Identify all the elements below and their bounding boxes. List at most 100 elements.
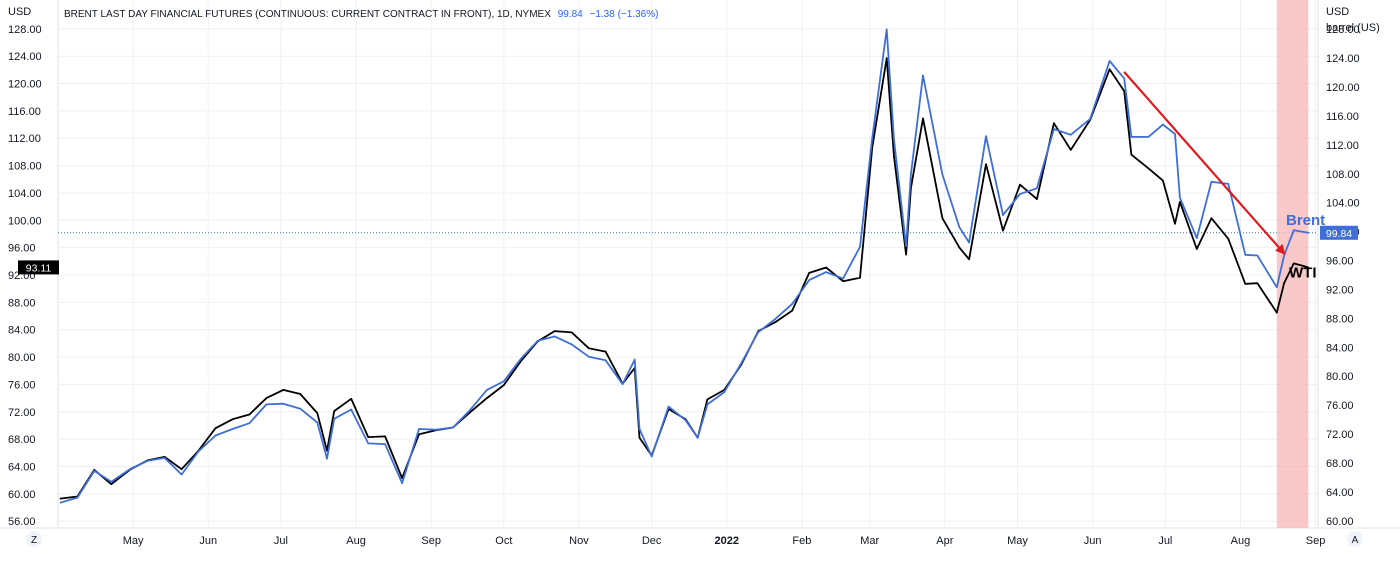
x-tick-label: Dec	[642, 535, 662, 547]
brent-series-line-point	[1276, 286, 1278, 289]
brent-series-line-point	[905, 245, 907, 247]
right-tick-label: 124.00	[1326, 53, 1360, 65]
wti-series-line-point	[326, 449, 328, 452]
brent-series-line-point	[650, 455, 653, 458]
brent-series-line-point	[1089, 118, 1091, 120]
auto-zoom-button-bg[interactable]	[26, 531, 42, 547]
right-tick-label: 68.00	[1326, 458, 1354, 470]
brent-series-line-point	[1130, 136, 1133, 138]
brent-series-line-point	[910, 173, 912, 176]
right-tick-label: 92.00	[1326, 284, 1354, 296]
wti-series-line-point	[231, 418, 234, 421]
left-tick-label: 56.00	[8, 516, 36, 528]
wti-series-line-point	[905, 253, 907, 256]
left-tick-label: 88.00	[8, 297, 36, 309]
brent-series-line-point	[326, 457, 328, 460]
brent-series-line-point	[1174, 133, 1176, 135]
wti-series-line-point	[1147, 167, 1150, 170]
left-price-badge-bg	[18, 260, 59, 275]
x-axis: May Jun Jul Aug Sep Oct Nov Dec 2022 Feb Mar Apr May…	[123, 535, 1326, 547]
x-tick-label: May	[1007, 535, 1028, 547]
brent-series-line-point	[316, 421, 319, 424]
wti-series-line-point	[808, 272, 810, 274]
brent-series-line-point	[723, 391, 726, 393]
left-tick-label: 112.00	[8, 133, 41, 145]
brent-series-line-point	[282, 402, 285, 405]
wti-series-line-point	[265, 397, 268, 399]
left-tick-label: 116.00	[8, 106, 41, 118]
annotation-layer: Brent WTI	[1123, 71, 1325, 281]
brent-series-line-point	[197, 450, 200, 453]
x-tick-label: Jun	[1084, 535, 1102, 547]
brent-series-line-point	[757, 331, 760, 333]
wti-series-line-point	[110, 483, 113, 486]
right-unit-label-2: barrel (US)	[1326, 22, 1380, 34]
wti-series-line-point	[1283, 282, 1285, 285]
auto-scale-button[interactable]: A	[1347, 531, 1363, 547]
wti-series-line-point	[1227, 238, 1230, 240]
brent-series-line-point	[958, 226, 961, 229]
right-tick-label: 64.00	[1326, 487, 1354, 499]
brent-series-line-point	[418, 428, 420, 430]
brent-series-line-point	[435, 428, 437, 431]
brent-series-line-point	[350, 408, 353, 411]
x-tick-label: Sep	[421, 535, 441, 547]
wti-series-line-point	[570, 331, 573, 334]
brent-series-line-point	[1256, 254, 1259, 257]
wti-series-line-point	[885, 57, 888, 59]
brent-series-line-point	[633, 358, 636, 361]
brent-series-line-point	[384, 443, 386, 445]
wti-series-line-point	[893, 155, 895, 158]
brent-series-line-point	[604, 359, 607, 362]
left-price-badge: 93.11	[26, 262, 52, 274]
brent-series-line-point	[638, 428, 641, 430]
brent-series-line-point	[1053, 128, 1055, 130]
brent-series-line-point	[1283, 254, 1285, 257]
auto-zoom-button[interactable]: Z	[26, 531, 42, 547]
wti-series-line-point	[774, 321, 776, 324]
right-price-badge: 99.84	[1326, 228, 1352, 240]
wti-series-line-point	[638, 436, 641, 439]
left-tick-label: 72.00	[8, 407, 36, 419]
wti-series-line-point	[1256, 282, 1259, 285]
brent-series-line-point	[1293, 229, 1295, 231]
auto-scale-button-label[interactable]: A	[1352, 535, 1359, 546]
brent-series-line-point	[537, 340, 539, 342]
right-tick-label: 88.00	[1326, 313, 1354, 325]
wti-series-line-point	[968, 258, 970, 261]
brent-series-line-point	[859, 246, 861, 248]
brent-series-line-point	[231, 428, 234, 430]
x-tick-label: Feb	[792, 535, 811, 547]
left-unit-label: USD	[8, 6, 31, 18]
brent-series-line-point	[59, 501, 62, 504]
brent-series-line-point	[553, 335, 556, 338]
brent-series-line-point	[248, 422, 251, 425]
wti-series-line-point	[985, 163, 987, 165]
wti-series-line-point	[587, 347, 590, 350]
brent-series-line-point	[1244, 254, 1247, 256]
auto-zoom-button-label[interactable]: Z	[31, 535, 37, 546]
brent-series-line-point	[367, 442, 370, 445]
wti-series-line-point	[941, 217, 944, 219]
brent-series-line-point	[1210, 181, 1213, 183]
brent-series-line-point	[922, 74, 924, 77]
brent-series-line-point	[941, 173, 944, 176]
right-tick-label: 104.00	[1326, 198, 1360, 210]
auto-scale-button-bg[interactable]	[1347, 531, 1363, 547]
brent-series-line-point	[1196, 237, 1198, 239]
brent-series-line-point	[299, 407, 302, 410]
left-tick-label: 108.00	[8, 161, 42, 173]
wti-series-line-point	[1179, 201, 1181, 203]
left-tick-label: 96.00	[8, 243, 36, 255]
brent-series-line-point	[684, 419, 687, 422]
wti-series-line-point	[1053, 122, 1055, 124]
x-tick-label: Apr	[936, 535, 953, 547]
wti-series-line-point	[859, 276, 861, 279]
left-tick-label: 128.00	[8, 24, 42, 36]
wti-series-line-point	[1070, 149, 1072, 151]
wti-series-line-point	[842, 280, 844, 283]
wti-series-line-point	[1123, 90, 1125, 92]
brent-series-line-point	[452, 426, 454, 429]
brent-series-line-point	[486, 389, 488, 391]
